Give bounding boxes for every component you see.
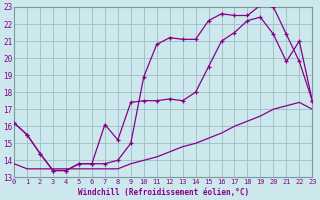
- X-axis label: Windchill (Refroidissement éolien,°C): Windchill (Refroidissement éolien,°C): [78, 188, 249, 197]
